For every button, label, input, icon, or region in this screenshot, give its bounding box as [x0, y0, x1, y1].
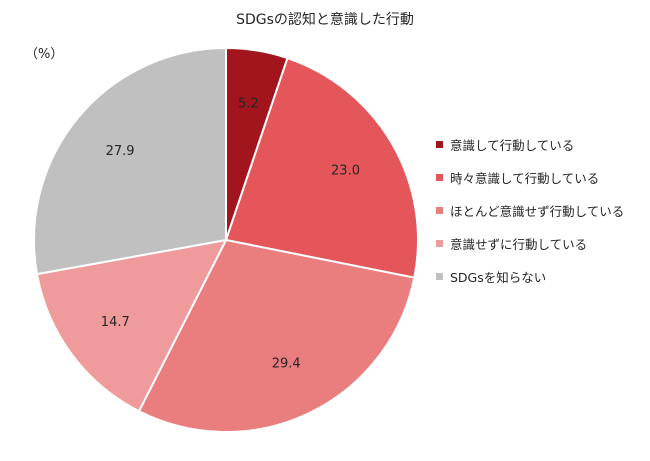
legend-label: 意識して行動している — [450, 137, 575, 153]
legend-swatch — [436, 272, 443, 280]
pie-slice-4 — [35, 238, 228, 413]
legend-item-5: SDGsを知らない — [436, 265, 624, 287]
legend-item-4: 意識せずに行動している — [436, 232, 624, 254]
data-label-4: 14.7 — [101, 315, 130, 330]
pie-slice-2 — [224, 56, 419, 279]
pie-slice-3 — [137, 238, 416, 433]
legend-label: 時々意識して行動している — [450, 170, 600, 186]
legend: 意識して行動している時々意識して行動しているほとんど意識せず行動している 意識せず… — [436, 133, 624, 298]
legend-item-3: ほとんど意識せず行動している — [436, 199, 624, 221]
legend-label: 意識せずに行動している — [450, 236, 588, 252]
unit-label: （%） — [25, 47, 64, 62]
data-label-1: 5.2 — [238, 96, 259, 111]
data-label-5: 27.9 — [106, 144, 135, 159]
legend-swatch — [436, 173, 443, 181]
legend-label: SDGsを知らない — [450, 269, 547, 285]
legend-swatch — [436, 206, 443, 214]
data-label-3: 29.4 — [272, 357, 301, 372]
legend-item-1: 意識して行動している — [436, 133, 624, 155]
legend-swatch — [436, 239, 443, 247]
data-label-2: 23.0 — [331, 164, 360, 179]
pie-slice-5 — [33, 46, 227, 276]
legend-item-2: 時々意識して行動している — [436, 166, 624, 188]
chart-title: SDGsの認知と意識した行動 — [236, 12, 414, 28]
legend-swatch — [436, 140, 443, 148]
legend-label: ほとんど意識せず行動している — [450, 203, 625, 219]
